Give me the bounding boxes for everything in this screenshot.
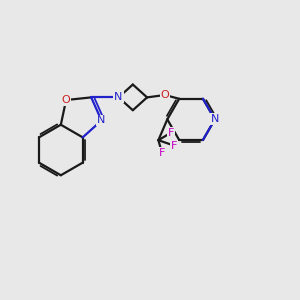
Text: O: O bbox=[62, 95, 70, 105]
Text: O: O bbox=[160, 90, 169, 100]
Text: N: N bbox=[114, 92, 123, 102]
Text: F: F bbox=[159, 148, 165, 158]
Text: N: N bbox=[211, 114, 219, 124]
Text: N: N bbox=[97, 116, 106, 125]
Text: F: F bbox=[171, 140, 177, 151]
Text: F: F bbox=[168, 128, 174, 138]
